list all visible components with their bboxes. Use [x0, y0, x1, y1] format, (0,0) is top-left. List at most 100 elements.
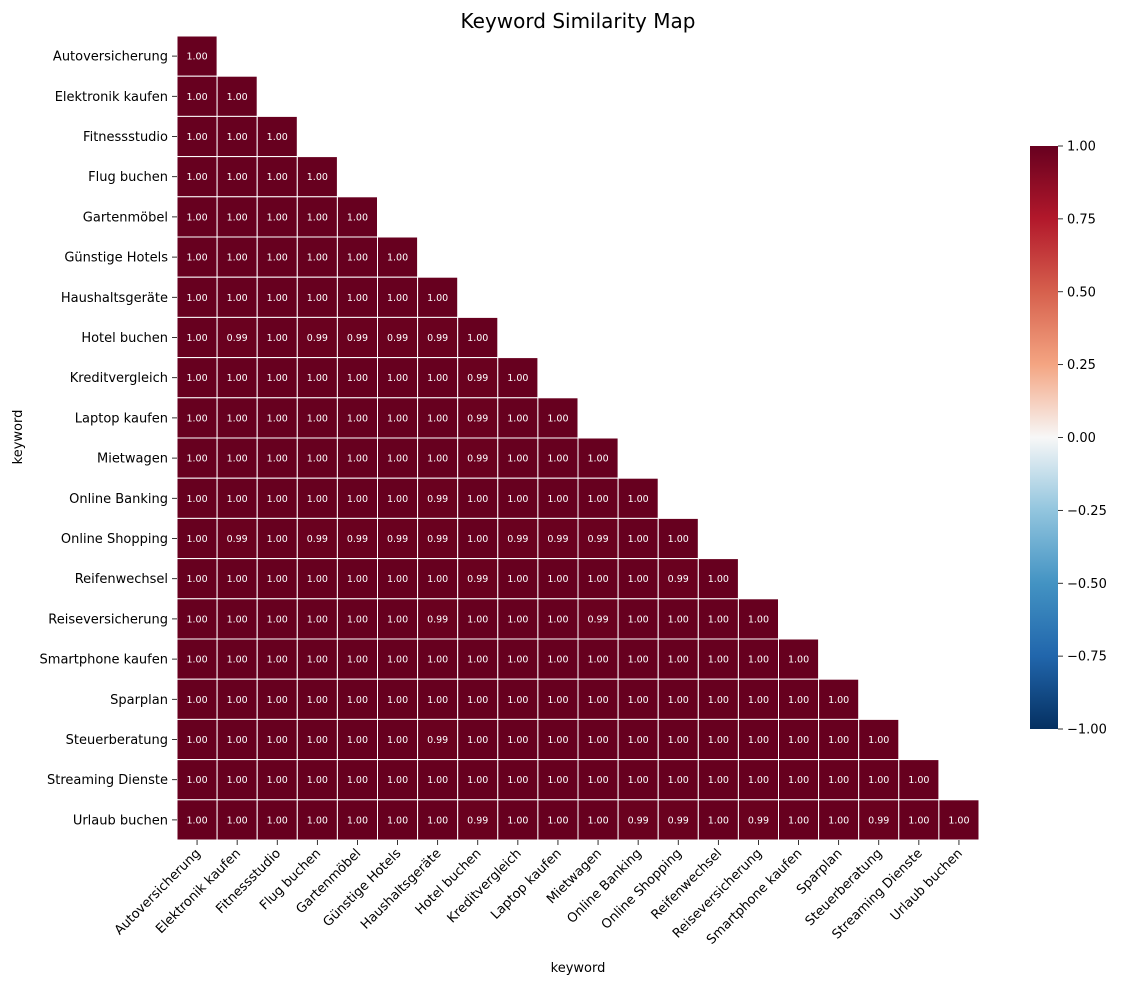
cell-value-label: 1.00 [347, 695, 368, 706]
y-tick-label: Steuerberatung [66, 733, 168, 748]
heatmap-cell [497, 718, 539, 761]
heatmap-cell [537, 759, 579, 801]
cell-value-label: 1.00 [227, 815, 248, 826]
heatmap-cell [577, 638, 619, 680]
heatmap-cell [336, 799, 378, 841]
y-tick-label: Reifenwechsel [75, 572, 168, 587]
heatmap-cell [417, 799, 459, 841]
cell-value-label: 0.99 [427, 534, 448, 545]
cell-value-label: 1.00 [828, 695, 849, 706]
heatmap-cell [336, 598, 378, 640]
cell-value-label: 1.00 [708, 614, 729, 625]
cell-value-label: 1.00 [467, 614, 488, 625]
cell-value-label: 1.00 [547, 454, 568, 465]
heatmap-cell [657, 678, 699, 720]
heatmap-cell [296, 357, 338, 399]
y-tick-labels: Autoversicherung Elektronik kaufen Fitness… [40, 50, 177, 828]
cell-value-label: 1.00 [547, 574, 568, 585]
heatmap-cell [296, 517, 338, 560]
y-tick-label: Autoversicherung [53, 50, 168, 65]
cell-value-label: 1.00 [347, 775, 368, 786]
cell-value-label: 1.00 [227, 212, 248, 223]
heatmap-cell [256, 517, 298, 560]
cell-value-label: 1.00 [467, 534, 488, 545]
cell-value-label: 1.00 [307, 253, 328, 264]
cell-value-label: 1.00 [347, 454, 368, 465]
cell-value-label: 1.00 [828, 775, 849, 786]
cell-value-label: 1.00 [547, 775, 568, 786]
heatmap-cell [497, 799, 539, 841]
heatmap-cell [176, 799, 218, 841]
cell-value-label: 1.00 [467, 333, 488, 344]
cell-value-label: 0.99 [387, 534, 408, 545]
cell-value-label: 0.99 [347, 534, 368, 545]
cell-value-label: 1.00 [387, 253, 408, 264]
cell-value-label: 1.00 [748, 775, 769, 786]
y-tick-label: Sparplan [110, 693, 168, 708]
cell-value-label: 0.99 [868, 815, 889, 826]
cell-value-label: 1.00 [628, 775, 649, 786]
heatmap-cell [377, 678, 419, 720]
cell-value-label: 1.00 [267, 293, 288, 304]
colorbar-tick-label: 1.00 [1067, 140, 1096, 155]
cell-value-label: 1.00 [227, 574, 248, 585]
heatmap-cell [377, 799, 419, 841]
cell-value-label: 1.00 [186, 333, 207, 344]
cell-value-label: 1.00 [628, 614, 649, 625]
cell-value-label: 1.00 [427, 293, 448, 304]
cell-value-label: 1.00 [467, 735, 488, 746]
heatmap-cell [818, 759, 860, 801]
cell-value-label: 1.00 [387, 454, 408, 465]
cell-value-label: 1.00 [347, 413, 368, 424]
heatmap-cell [657, 517, 699, 560]
heatmap-cell [537, 517, 579, 560]
cell-value-label: 1.00 [708, 735, 729, 746]
cell-value-label: 1.00 [347, 212, 368, 223]
heatmap-cell [176, 357, 218, 399]
cell-value-label: 1.00 [427, 574, 448, 585]
heatmap-cell [216, 678, 258, 720]
cell-value-label: 1.00 [587, 574, 608, 585]
cell-value-label: 1.00 [387, 655, 408, 666]
cell-value-label: 1.00 [267, 494, 288, 505]
cell-value-label: 1.00 [467, 494, 488, 505]
cell-value-label: 1.00 [547, 655, 568, 666]
cell-value-label: 0.99 [628, 815, 649, 826]
cell-value-label: 1.00 [307, 655, 328, 666]
y-tick-label: Hotel buchen [81, 331, 168, 346]
heatmap-cell [778, 638, 820, 680]
heatmap-cell [256, 598, 298, 640]
heatmap-cell [497, 477, 539, 519]
heatmap-cell [377, 236, 419, 278]
y-tick-label: Streaming Dienste [47, 773, 168, 788]
cell-value-label: 1.00 [186, 373, 207, 384]
cell-value-label: 1.00 [267, 775, 288, 786]
cell-value-label: 1.00 [307, 735, 328, 746]
cell-value-label: 1.00 [708, 574, 729, 585]
cell-value-label: 1.00 [227, 494, 248, 505]
cell-value-label: 1.00 [427, 815, 448, 826]
heatmap-cell [457, 477, 499, 519]
cell-value-label: 1.00 [668, 735, 689, 746]
cell-value-label: 0.99 [227, 534, 248, 545]
cell-value-label: 1.00 [267, 574, 288, 585]
heatmap-cell [256, 799, 298, 841]
cell-value-label: 1.00 [748, 735, 769, 746]
heatmap-cell [697, 678, 739, 720]
cell-value-label: 1.00 [347, 494, 368, 505]
x-axis-label: keyword [551, 961, 606, 976]
cell-value-label: 0.99 [467, 413, 488, 424]
cell-value-label: 1.00 [347, 253, 368, 264]
heatmap-cell [417, 718, 459, 761]
cell-value-label: 1.00 [507, 815, 528, 826]
cell-value-label: 0.99 [507, 534, 528, 545]
cell-value-label: 1.00 [547, 614, 568, 625]
cell-value-label: 1.00 [668, 775, 689, 786]
heatmap-cell [417, 558, 459, 600]
colorbar-gradient [1030, 146, 1058, 729]
cell-value-label: 1.00 [307, 212, 328, 223]
cell-value-label: 1.00 [227, 373, 248, 384]
heatmap-cell [176, 437, 218, 479]
heatmap-cell [336, 759, 378, 801]
